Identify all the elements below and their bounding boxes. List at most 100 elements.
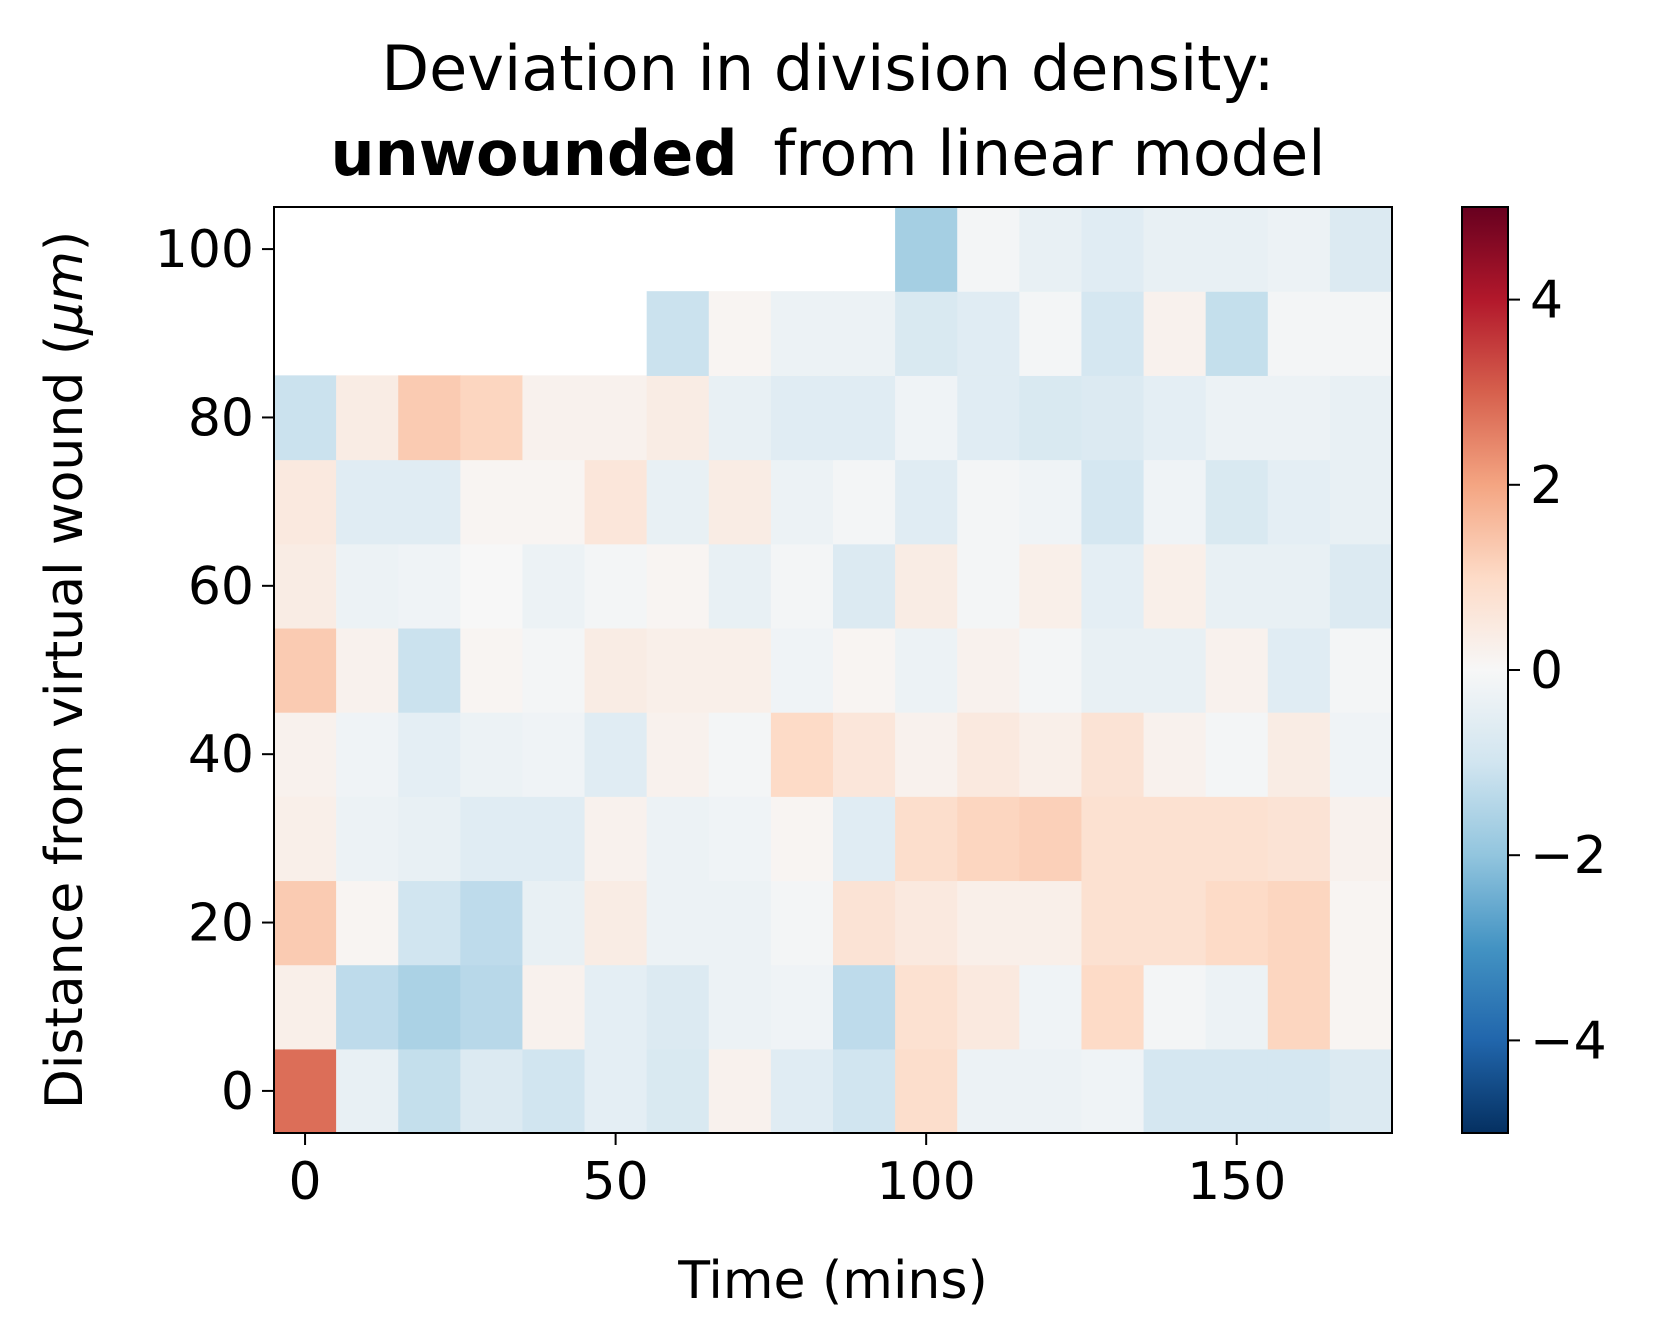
heatmap-cell	[1019, 543, 1083, 629]
heatmap-cell	[1019, 964, 1083, 1050]
heatmap-cell	[1205, 543, 1269, 629]
colorbar-tick-label: −4	[1530, 1011, 1607, 1071]
heatmap-cell	[398, 712, 461, 797]
heatmap-cell	[770, 459, 834, 545]
heatmap-cell	[460, 459, 524, 545]
heatmap-cell	[584, 1048, 648, 1134]
heatmap-cell	[398, 796, 461, 882]
heatmap-cell	[957, 291, 1020, 376]
heatmap-cell	[1205, 880, 1269, 966]
heatmap-cell	[274, 459, 337, 545]
heatmap-cell	[1143, 964, 1207, 1050]
heatmap-cell	[708, 796, 772, 882]
y-axis-label-unit: μm	[35, 251, 95, 336]
heatmap-cell	[336, 459, 399, 545]
heatmap-cell	[957, 459, 1020, 545]
heatmap-cell	[398, 964, 461, 1050]
heatmap-cell	[1205, 207, 1269, 292]
heatmap-cell	[708, 627, 772, 713]
x-axis-label: Time (mins)	[677, 1251, 988, 1311]
heatmap-cell	[895, 291, 958, 376]
heatmap-cell	[708, 543, 772, 629]
heatmap-cell	[1081, 459, 1145, 545]
heatmap-cell	[274, 880, 337, 966]
heatmap-cell	[1205, 627, 1269, 713]
heatmap-cell	[1205, 459, 1269, 545]
heatmap-cell	[274, 543, 337, 629]
heatmap-cell	[460, 880, 524, 966]
heatmap-cell	[1081, 796, 1145, 882]
y-axis-label-text: Distance from virtual wound (	[35, 335, 95, 1109]
heatmap-cell	[584, 712, 648, 797]
heatmap-cell	[398, 627, 461, 713]
heatmap-cell	[460, 712, 524, 797]
heatmap-cell	[336, 796, 399, 882]
heatmap-cell	[708, 1048, 772, 1134]
heatmap-cell	[1081, 712, 1145, 797]
heatmap-cell	[584, 964, 648, 1050]
heatmap-cell	[957, 207, 1020, 292]
heatmap-cell	[1081, 1048, 1145, 1134]
heatmap-cell	[1267, 712, 1331, 797]
heatmap-cell	[1329, 207, 1393, 292]
y-tick-label: 80	[188, 388, 254, 448]
heatmap-cell	[1143, 375, 1207, 461]
heatmap-cell	[1267, 796, 1331, 882]
heatmap-cell	[1329, 375, 1393, 461]
y-axis-label: Distance from virtual wound (μm)	[35, 231, 95, 1109]
heatmap-cell	[1329, 712, 1393, 797]
heatmap-cell	[1329, 459, 1393, 545]
heatmap-cell	[1143, 712, 1207, 797]
heatmap-cell	[1019, 1048, 1083, 1134]
x-axis-ticks: 0 50 100 150	[289, 1133, 1286, 1212]
colorbar-tick-label: 0	[1530, 641, 1563, 701]
heatmap-cell	[1329, 964, 1393, 1050]
heatmap-cell	[274, 712, 337, 797]
heatmap-cell	[646, 1048, 710, 1134]
heatmap-cell	[398, 543, 461, 629]
heatmap-cell	[708, 712, 772, 797]
y-tick-label: 100	[155, 220, 254, 280]
heatmap-cell	[336, 712, 399, 797]
heatmap-cell	[522, 627, 586, 713]
heatmap-cell	[895, 207, 958, 292]
heatmap-cell	[1329, 543, 1393, 629]
heatmap-cell	[1019, 712, 1083, 797]
heatmap-cell	[646, 459, 710, 545]
heatmap-cell	[770, 543, 834, 629]
heatmap-cell	[1205, 964, 1269, 1050]
heatmap-cell	[460, 375, 524, 461]
heatmap-cell	[770, 1048, 834, 1134]
heatmap-cell	[522, 1048, 586, 1134]
heatmap-cell	[1143, 796, 1207, 882]
heatmap-cell	[957, 375, 1020, 461]
heatmap-cell	[1267, 1048, 1331, 1134]
heatmap-cell	[584, 627, 648, 713]
heatmap-cell	[1143, 459, 1207, 545]
heatmap-cell	[460, 796, 524, 882]
heatmap-cell	[646, 796, 710, 882]
heatmap-cell	[460, 627, 524, 713]
heatmap-cell	[584, 375, 648, 461]
heatmap-cell	[957, 1048, 1020, 1134]
heatmap-cell	[1143, 291, 1207, 376]
heatmap-cell	[1081, 964, 1145, 1050]
heatmap-cell	[1205, 796, 1269, 882]
heatmap-cell	[1081, 291, 1145, 376]
colorbar-tick-label: −2	[1530, 826, 1607, 886]
heatmap-cell	[770, 880, 834, 966]
heatmap-cell	[957, 964, 1020, 1050]
x-tick-label: 100	[877, 1152, 976, 1212]
heatmap-cell	[770, 796, 834, 882]
heatmap-cell	[646, 627, 710, 713]
heatmap-cell	[646, 964, 710, 1050]
heatmap-cell	[522, 712, 586, 797]
heatmap-cell	[646, 712, 710, 797]
heatmap-cell	[1081, 207, 1145, 292]
heatmap-cell	[895, 1048, 958, 1134]
y-tick-label: 40	[188, 725, 254, 785]
heatmap-cell	[1267, 627, 1331, 713]
heatmap-cell	[833, 627, 896, 713]
heatmap-cell	[833, 543, 896, 629]
